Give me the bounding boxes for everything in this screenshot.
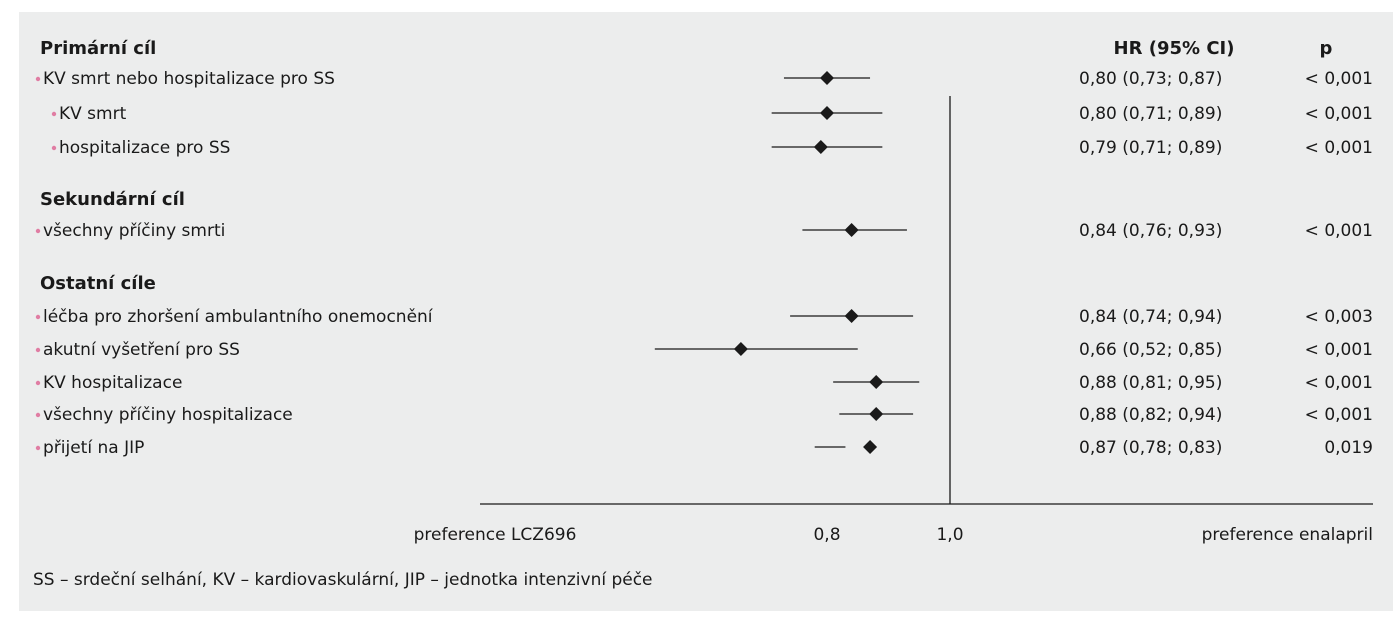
forest-row: všechny příčiny hospitalizace 0,88 (0,82;…	[35, 405, 1373, 425]
p-value: < 0,001	[1305, 405, 1373, 425]
hr-point-marker	[820, 106, 834, 120]
hr-point-marker	[733, 342, 748, 356]
section-title-secondary: Sekundární cíl	[40, 189, 185, 210]
forest-row: hospitalizace pro SS 0,79 (0,71; 0,89) < 0…	[51, 138, 1373, 158]
bullet-icon	[35, 412, 41, 418]
x-tick-label: 0,8	[813, 525, 840, 545]
hr-value: 0,84 (0,76; 0,93)	[1079, 221, 1222, 241]
p-column-header: p	[1320, 38, 1333, 59]
forest-row: KV smrt nebo hospitalizace pro SS 0,80 (0…	[35, 69, 1373, 89]
bullet-icon	[51, 111, 57, 117]
row-label: léčba pro zhoršení ambulantního onemocně…	[43, 307, 434, 327]
hr-point-marker	[844, 309, 859, 323]
section-title-other: Ostatní cíle	[40, 273, 156, 294]
forest-row: přijetí na JIP 0,87 (0,78; 0,83) 0,019	[35, 438, 1373, 458]
hr-value: 0,80 (0,71; 0,89)	[1079, 104, 1222, 124]
hr-column-header: HR (95% CI)	[1114, 38, 1235, 59]
p-value: < 0,001	[1305, 138, 1373, 158]
p-value: 0,019	[1324, 438, 1373, 458]
forest-row: všechny příčiny smrti 0,84 (0,76; 0,93) < …	[35, 221, 1373, 241]
bullet-icon	[35, 347, 41, 353]
forest-row: akutní vyšetření pro SS 0,66 (0,52; 0,85)…	[35, 340, 1373, 360]
hr-value: 0,66 (0,52; 0,85)	[1079, 340, 1222, 360]
row-label: hospitalizace pro SS	[59, 138, 230, 158]
p-value: < 0,001	[1305, 221, 1373, 241]
row-label: všechny příčiny smrti	[43, 221, 225, 241]
hr-point-marker	[844, 223, 859, 237]
forest-plot: HR (95% CI) p Primární cíl Sekundární cíl…	[33, 38, 1373, 590]
hr-value: 0,84 (0,74; 0,94)	[1079, 307, 1222, 327]
p-value: < 0,001	[1305, 104, 1373, 124]
bullet-icon	[35, 228, 41, 234]
forest-row: léčba pro zhoršení ambulantního onemocně…	[35, 307, 1373, 327]
forest-row: KV hospitalizace 0,88 (0,81; 0,95) < 0,001	[35, 373, 1373, 393]
hr-value: 0,88 (0,81; 0,95)	[1079, 373, 1222, 393]
row-label: akutní vyšetření pro SS	[43, 340, 240, 360]
left-preference-label: preference LCZ696	[414, 525, 577, 545]
section-title-primary: Primární cíl	[40, 38, 156, 59]
bullet-icon	[35, 445, 41, 451]
hr-point-marker	[869, 375, 884, 389]
x-tick-label: 1,0	[936, 525, 963, 545]
row-label: KV hospitalizace	[43, 373, 182, 393]
hr-value: 0,80 (0,73; 0,87)	[1079, 69, 1222, 89]
bullet-icon	[35, 380, 41, 386]
hr-point-marker	[820, 71, 834, 85]
forest-plot-panel: HR (95% CI) p Primární cíl Sekundární cíl…	[19, 12, 1393, 611]
p-value: < 0,001	[1305, 340, 1373, 360]
hr-value: 0,87 (0,78; 0,83)	[1079, 438, 1222, 458]
hr-value: 0,88 (0,82; 0,94)	[1079, 405, 1222, 425]
p-value: < 0,001	[1305, 373, 1373, 393]
row-label: všechny příčiny hospitalizace	[43, 405, 293, 425]
hr-point-marker	[863, 440, 878, 454]
row-label: KV smrt	[59, 104, 127, 124]
bullet-icon	[35, 314, 41, 320]
bullet-icon	[35, 76, 41, 82]
p-value: < 0,001	[1305, 69, 1373, 89]
footnote: SS – srdeční selhání, KV – kardiovaskulá…	[33, 570, 653, 590]
p-value: < 0,003	[1305, 307, 1373, 327]
row-label: KV smrt nebo hospitalizace pro SS	[43, 69, 335, 89]
forest-row: KV smrt 0,80 (0,71; 0,89) < 0,001	[51, 104, 1373, 124]
row-label: přijetí na JIP	[43, 438, 144, 458]
hr-point-marker	[813, 140, 828, 154]
right-preference-label: preference enalapril	[1202, 525, 1373, 545]
hr-point-marker	[869, 407, 884, 421]
bullet-icon	[51, 145, 57, 151]
hr-value: 0,79 (0,71; 0,89)	[1079, 138, 1222, 158]
